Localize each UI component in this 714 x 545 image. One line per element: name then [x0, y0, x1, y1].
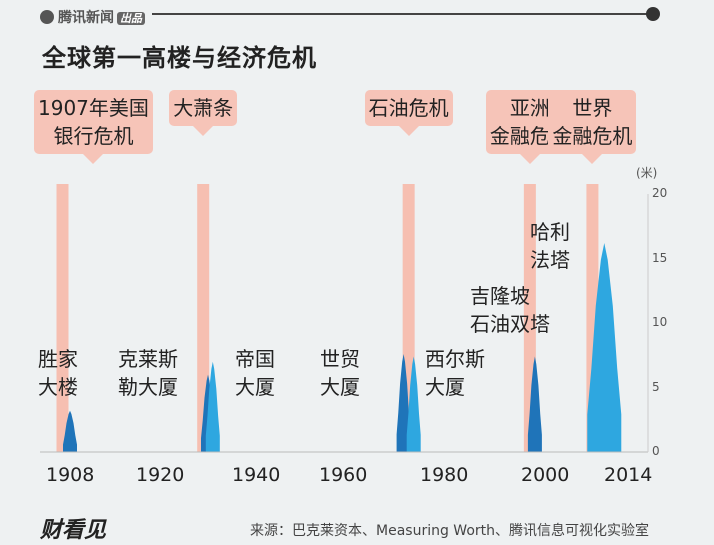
crisis-label: 世界 金融危机	[548, 90, 637, 164]
building-bar	[527, 356, 542, 452]
crisis-label: 大萧条	[169, 90, 238, 136]
crisis-label: 石油危机	[364, 90, 453, 136]
building-label-line: 石油双塔	[470, 312, 550, 336]
crisis-band	[56, 184, 69, 452]
x-tick-label: 1920	[136, 464, 185, 486]
tencent-logo-icon	[40, 10, 54, 24]
crisis-label-line: 金融危机	[552, 124, 633, 148]
building-bar	[587, 243, 622, 452]
building-label-line: 西尔斯	[425, 347, 485, 371]
building-label: 胜家 大楼	[38, 345, 78, 401]
tencent-news-logo: 腾讯新闻 出品	[40, 7, 145, 27]
building-label: 西尔斯 大厦	[425, 345, 485, 401]
y-tick-label: 15	[652, 250, 668, 265]
building-label-line: 法塔	[530, 248, 570, 272]
header-rule	[152, 13, 650, 15]
building-label-line: 克莱斯	[118, 347, 178, 371]
building-label: 哈利 法塔	[530, 218, 570, 274]
building-bar	[406, 356, 421, 452]
header-rule-dot	[646, 7, 660, 21]
building-bar	[63, 410, 77, 452]
building-label-line: 大厦	[320, 375, 360, 399]
building-label-line: 世贸	[320, 347, 360, 371]
y-tick-label: 0	[652, 444, 660, 458]
building-label: 克莱斯 勒大厦	[118, 345, 178, 401]
y-tick-label: 10	[652, 315, 668, 329]
building-label-line: 胜家	[38, 347, 78, 371]
logo-tag: 出品	[117, 12, 145, 25]
crisis-label-line: 世界	[572, 96, 613, 120]
building-label-line: 哈利	[530, 220, 570, 244]
x-tick-label: 1940	[232, 464, 281, 486]
y-axis-unit: (米)	[636, 166, 658, 180]
crisis-label-line: 银行危机	[53, 124, 134, 148]
building-label: 吉隆坡 石油双塔	[470, 282, 550, 338]
building-label-line: 大厦	[425, 375, 465, 399]
logo-text: 腾讯新闻	[58, 10, 114, 26]
building-bar	[396, 353, 411, 452]
crisis-label-line: 大萧条	[173, 96, 234, 120]
x-tick-label: 2014	[604, 464, 653, 486]
crisis-label-line: 1907年美国	[38, 96, 149, 120]
crisis-label: 1907年美国 银行危机	[34, 90, 153, 164]
x-tick-label: 1980	[420, 464, 469, 486]
building-label-line: 大楼	[38, 375, 78, 399]
crisis-label-line: 亚洲	[509, 96, 550, 120]
building-label: 帝国 大厦	[235, 345, 275, 401]
chart-title: 全球第一高楼与经济危机	[42, 44, 317, 72]
x-tick-label: 1960	[319, 464, 368, 486]
building-label-line: 大厦	[235, 375, 275, 399]
caikanjian-logo: 财看见	[40, 518, 107, 543]
building-label: 世贸 大厦	[320, 345, 360, 401]
crisis-label-line: 石油危机	[368, 96, 449, 120]
y-tick-label: 20	[652, 186, 668, 200]
x-tick-label: 1908	[46, 464, 95, 486]
y-tick-label: 5	[652, 379, 660, 394]
building-label-line: 勒大厦	[118, 375, 178, 399]
x-tick-label: 2000	[521, 464, 570, 486]
building-label-line: 帝国	[235, 347, 275, 371]
building-bar	[205, 361, 220, 452]
building-label-line: 吉隆坡	[470, 284, 530, 308]
source-note: 来源：巴克莱资本、Measuring Worth、腾讯信息可视化实验室	[250, 523, 649, 539]
